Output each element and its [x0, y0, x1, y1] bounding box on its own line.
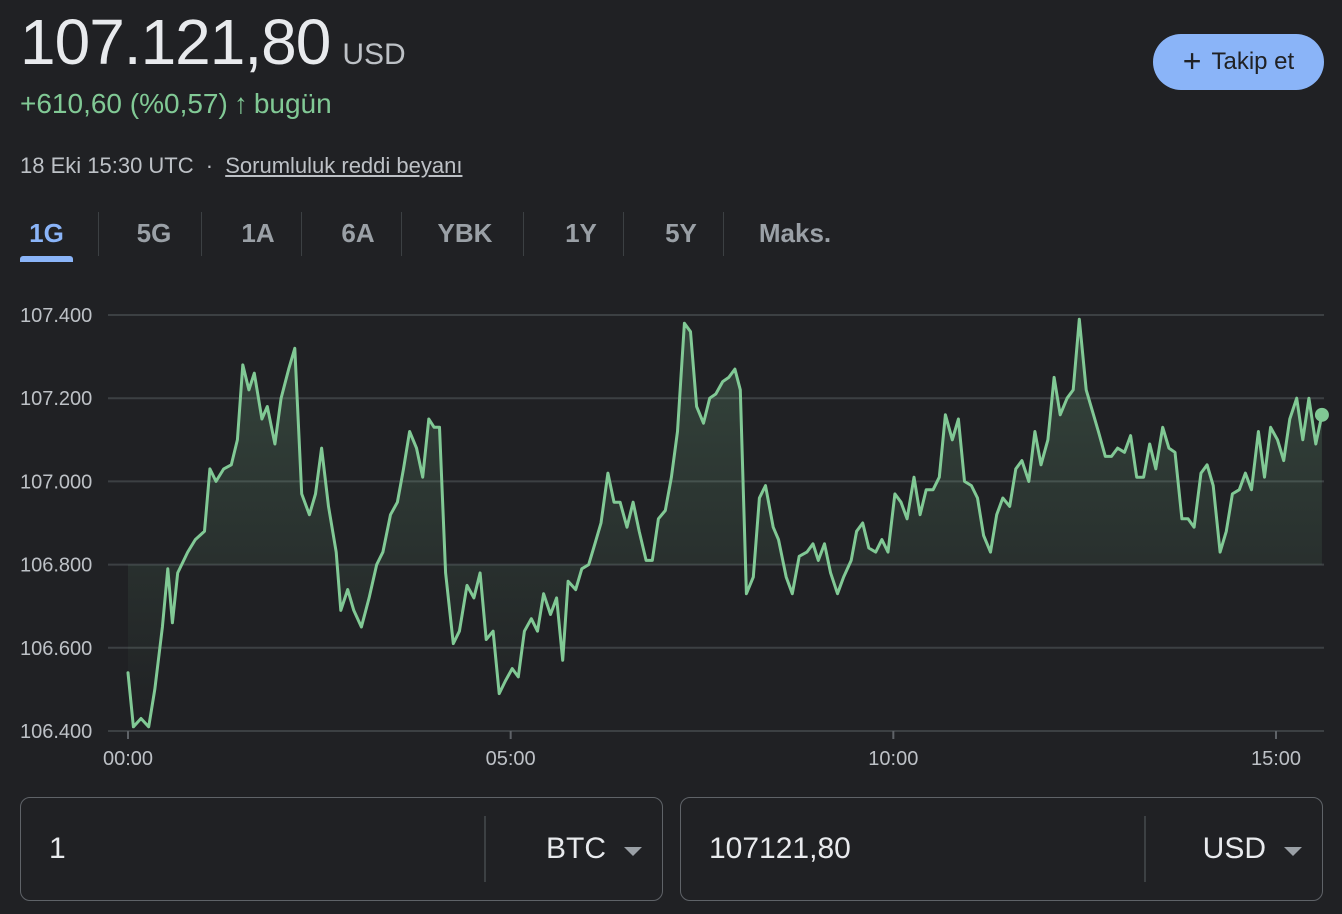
arrow-up-icon: ↑	[233, 88, 248, 119]
converter-to-unit-select[interactable]: USD	[1203, 798, 1302, 900]
x-tick-label: 00:00	[103, 748, 153, 770]
follow-button-label: Takip et	[1211, 48, 1295, 75]
price-header: 107.121,80 USD	[20, 10, 406, 74]
converter-divider	[1144, 816, 1146, 882]
converter-to: USD	[680, 797, 1323, 901]
y-tick-label: 107.400	[20, 305, 92, 327]
plus-icon: +	[1182, 42, 1202, 79]
tab-divider	[201, 212, 202, 256]
tab-label: YBK	[437, 217, 493, 248]
tab-divider	[401, 212, 402, 256]
tab-1y[interactable]: 1Y	[553, 210, 609, 256]
x-tick-label: 05:00	[486, 748, 536, 770]
tab-label: Maks.	[758, 217, 832, 248]
converter-from-input[interactable]	[21, 831, 471, 867]
converter-from: BTC	[20, 797, 663, 901]
y-tick-label: 106.600	[20, 638, 92, 660]
y-tick-label: 107.000	[20, 471, 92, 493]
tab-1g[interactable]: 1G	[20, 210, 73, 256]
active-tab-indicator	[20, 256, 73, 262]
chart-area-fill	[128, 319, 1322, 727]
price-chart[interactable]: 107.400 107.200 107.000 106.800 106.600 106.4…	[0, 290, 1342, 780]
tab-label: 6A	[341, 217, 375, 248]
x-tick-label: 10:00	[868, 748, 918, 770]
tab-label: 1G	[29, 217, 64, 248]
tab-label: 5Y	[665, 217, 697, 248]
x-axis-labels: 00:00 05:00 10:00 15:00	[103, 731, 1301, 770]
tab-label: 1A	[241, 217, 275, 248]
timestamp: 18 Eki 15:30 UTC	[20, 153, 194, 178]
separator: ·	[205, 153, 214, 178]
y-tick-label: 107.200	[20, 388, 92, 410]
x-tick-label: 15:00	[1251, 748, 1301, 770]
y-axis-labels: 107.400 107.200 107.000 106.800 106.600 106.4…	[20, 305, 92, 743]
change-period: bugün	[253, 88, 332, 119]
follow-button[interactable]: + Takip et	[1153, 34, 1324, 90]
tab-label: 5G	[136, 217, 172, 248]
tab-divider	[723, 212, 724, 256]
price-change-row: +610,60 (%0,57) ↑ bugün	[20, 88, 332, 120]
dropdown-caret-icon	[1284, 846, 1302, 856]
tab-divider	[523, 212, 524, 256]
price-currency: USD	[342, 38, 406, 71]
meta-row: 18 Eki 15:30 UTC · Sorumluluk reddi beya…	[20, 153, 462, 179]
converter-from-unit-select[interactable]: BTC	[546, 798, 642, 900]
tab-divider	[98, 212, 99, 256]
chart-current-point	[1314, 407, 1329, 422]
tab-5y[interactable]: 5Y	[653, 210, 709, 256]
tab-maks[interactable]: Maks.	[750, 210, 840, 256]
disclaimer-link[interactable]: Sorumluluk reddi beyanı	[225, 153, 463, 178]
tab-6a[interactable]: 6A	[330, 210, 386, 256]
price-change: +610,60 (%0,57)	[20, 88, 228, 119]
tab-5g[interactable]: 5G	[126, 210, 182, 256]
y-tick-label: 106.800	[20, 555, 92, 577]
tab-1a[interactable]: 1A	[230, 210, 286, 256]
converter-from-unit: BTC	[546, 832, 606, 865]
y-tick-label: 106.400	[20, 721, 92, 743]
tab-divider	[623, 212, 624, 256]
chart-price-line	[126, 317, 1324, 729]
converter-to-input[interactable]	[681, 831, 1131, 867]
tab-ybk[interactable]: YBK	[425, 210, 505, 256]
tab-divider	[301, 212, 302, 256]
tab-label: 1Y	[565, 217, 597, 248]
dropdown-caret-icon	[624, 846, 642, 856]
converter-to-unit: USD	[1202, 832, 1266, 865]
current-price: 107.121,80	[20, 6, 331, 78]
converter-divider	[484, 816, 486, 882]
